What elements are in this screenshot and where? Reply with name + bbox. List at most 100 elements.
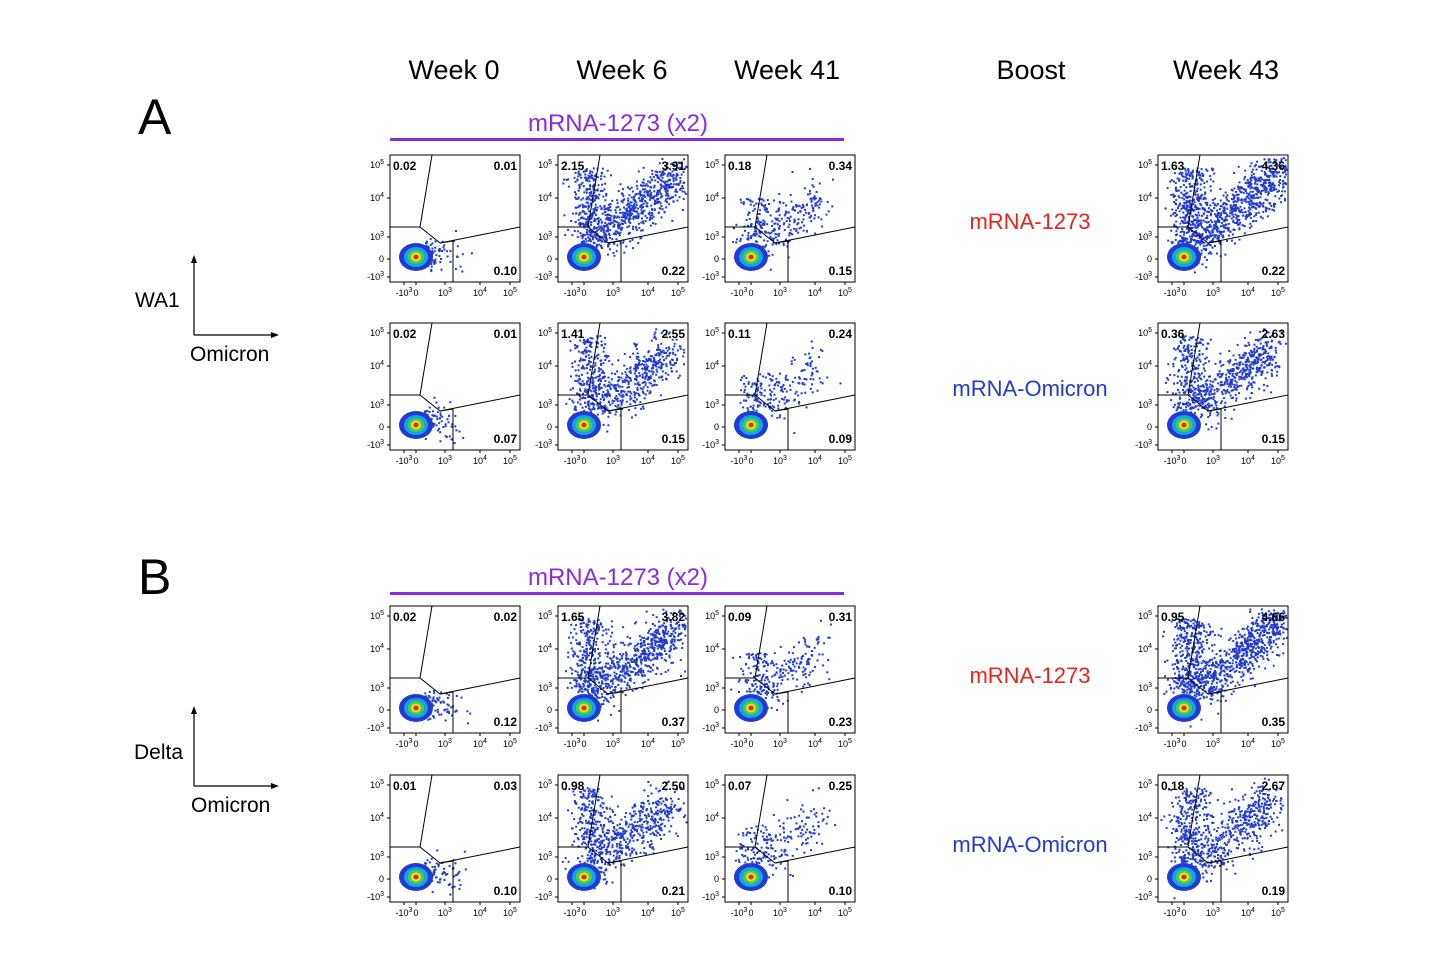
y-tick-label: 0 <box>379 705 384 715</box>
panel-letter-a: A <box>138 89 172 145</box>
quadrant-value-upper-left: 0.02 <box>393 610 417 624</box>
y-tick-label: 103 <box>538 399 552 410</box>
x-tick-label: 0 <box>748 288 753 298</box>
x-tick-label: 104 <box>1241 738 1255 749</box>
y-tick-label: 104 <box>1138 643 1152 654</box>
x-tick-label: 105 <box>838 455 852 466</box>
quadrant-value-upper-right: 3.82 <box>662 610 686 624</box>
x-tick-label: 103 <box>773 907 787 918</box>
density-core <box>734 694 768 722</box>
cell-events <box>1164 157 1288 274</box>
x-tick-label: 103 <box>773 738 787 749</box>
x-tick-label: -103 <box>396 455 413 466</box>
y-tick-label: 104 <box>1138 360 1152 371</box>
x-tick-label: 103 <box>438 907 452 918</box>
quadrant-value-upper-left: 0.36 <box>1161 327 1185 341</box>
y-tick-label: 103 <box>705 682 719 693</box>
y-tick-label: 105 <box>370 610 384 621</box>
y-tick-label: 103 <box>370 399 384 410</box>
x-tick-label: 104 <box>473 287 487 298</box>
x-tick-label: -103 <box>731 738 748 749</box>
cell-events <box>565 328 686 435</box>
x-tick-label: 105 <box>838 907 852 918</box>
y-tick-label: 0 <box>547 705 552 715</box>
quadrant-value-upper-right: 4.66 <box>1262 610 1286 624</box>
x-tick-label: 103 <box>606 907 620 918</box>
quadrant-value-lower-right: 0.37 <box>662 715 686 729</box>
y-tick-label: 103 <box>705 231 719 242</box>
x-tick-label: 105 <box>671 738 685 749</box>
y-tick-label: 105 <box>705 610 719 621</box>
y-tick-label: 103 <box>1138 682 1152 693</box>
header-boost: Boost <box>996 55 1066 85</box>
density-plot-b-row0-week41: 0.09 0.31 0.23 105 104 103 0 -103 -103 0 103 104 105 <box>693 596 863 763</box>
quadrant-value-upper-right: 0.02 <box>494 610 518 624</box>
quadrant-gates <box>558 774 689 902</box>
y-tick-label: -103 <box>535 439 552 450</box>
y-tick-label: 103 <box>538 682 552 693</box>
quadrant-value-upper-left: 1.41 <box>561 327 585 341</box>
density-plot-b-row0-week0: 0.02 0.02 0.12 105 104 103 0 -103 -103 0 103 104 105 <box>358 596 528 763</box>
x-tick-label: -103 <box>731 907 748 918</box>
x-tick-label: -103 <box>564 907 581 918</box>
cell-events <box>562 158 688 269</box>
x-tick-label: 104 <box>473 738 487 749</box>
quadrant-value-upper-right: 3.91 <box>662 159 686 173</box>
y-tick-label: 0 <box>714 705 719 715</box>
y-tick-label: 104 <box>538 360 552 371</box>
x-marker-b: Omicron <box>191 794 271 817</box>
cell-events <box>1164 328 1287 432</box>
cell-events <box>730 619 832 713</box>
x-tick-label: -103 <box>396 287 413 298</box>
x-tick-label: 0 <box>581 908 586 918</box>
y-tick-label: 104 <box>705 192 719 203</box>
quadrant-value-lower-right: 0.12 <box>494 715 518 729</box>
y-tick-label: 103 <box>538 231 552 242</box>
y-tick-label: -103 <box>1135 271 1152 282</box>
y-tick-label: 0 <box>714 254 719 264</box>
quadrant-value-lower-right: 0.23 <box>829 715 853 729</box>
x-tick-label: 103 <box>438 455 452 466</box>
density-core <box>1167 694 1201 722</box>
quadrant-value-lower-right: 0.19 <box>1262 884 1286 898</box>
y-tick-label: 0 <box>714 874 719 884</box>
quadrant-value-upper-left: 2.15 <box>561 159 585 173</box>
density-core <box>1167 243 1201 271</box>
x-tick-label: 105 <box>1271 738 1285 749</box>
x-tick-label: 0 <box>748 456 753 466</box>
y-tick-label: 105 <box>370 327 384 338</box>
density-core <box>734 411 768 439</box>
group-bar-a <box>390 138 844 141</box>
y-tick-label: 104 <box>538 812 552 823</box>
y-tick-label: -103 <box>702 722 719 733</box>
x-tick-label: 105 <box>503 907 517 918</box>
y-tick-label: 103 <box>370 851 384 862</box>
quadrant-gates <box>1158 605 1289 733</box>
group-bar-b <box>390 592 844 595</box>
x-tick-label: 103 <box>1206 907 1220 918</box>
x-tick-label: -103 <box>1164 455 1181 466</box>
y-tick-label: 105 <box>1138 610 1152 621</box>
axis-key-arrows-b <box>191 706 279 789</box>
quadrant-gates <box>558 605 689 733</box>
cell-events <box>734 787 837 888</box>
x-tick-label: 0 <box>1181 456 1186 466</box>
y-tick-label: 104 <box>370 643 384 654</box>
y-tick-label: -103 <box>1135 722 1152 733</box>
x-tick-label: 0 <box>413 288 418 298</box>
y-tick-label: -103 <box>702 439 719 450</box>
density-core <box>567 863 601 891</box>
group-label-b: mRNA-1273 (x2) <box>527 564 709 591</box>
x-tick-label: 105 <box>503 455 517 466</box>
x-tick-label: 0 <box>413 739 418 749</box>
y-tick-label: -103 <box>702 271 719 282</box>
y-tick-label: 0 <box>547 422 552 432</box>
density-plot-b-row1-week6: 0.98 2.50 0.21 105 104 103 0 -103 -103 0 103 104 105 <box>526 765 696 932</box>
quadrant-value-upper-right: 2.50 <box>662 779 686 793</box>
density-plot-a-row1-week0: 0.02 0.01 0.07 105 104 103 0 -103 -103 0 103 104 105 <box>358 313 528 480</box>
density-core <box>567 243 601 271</box>
y-tick-label: -103 <box>702 891 719 902</box>
quadrant-value-lower-right: 0.22 <box>662 264 686 278</box>
header-week6: Week 6 <box>576 55 668 85</box>
x-tick-label: 104 <box>473 455 487 466</box>
